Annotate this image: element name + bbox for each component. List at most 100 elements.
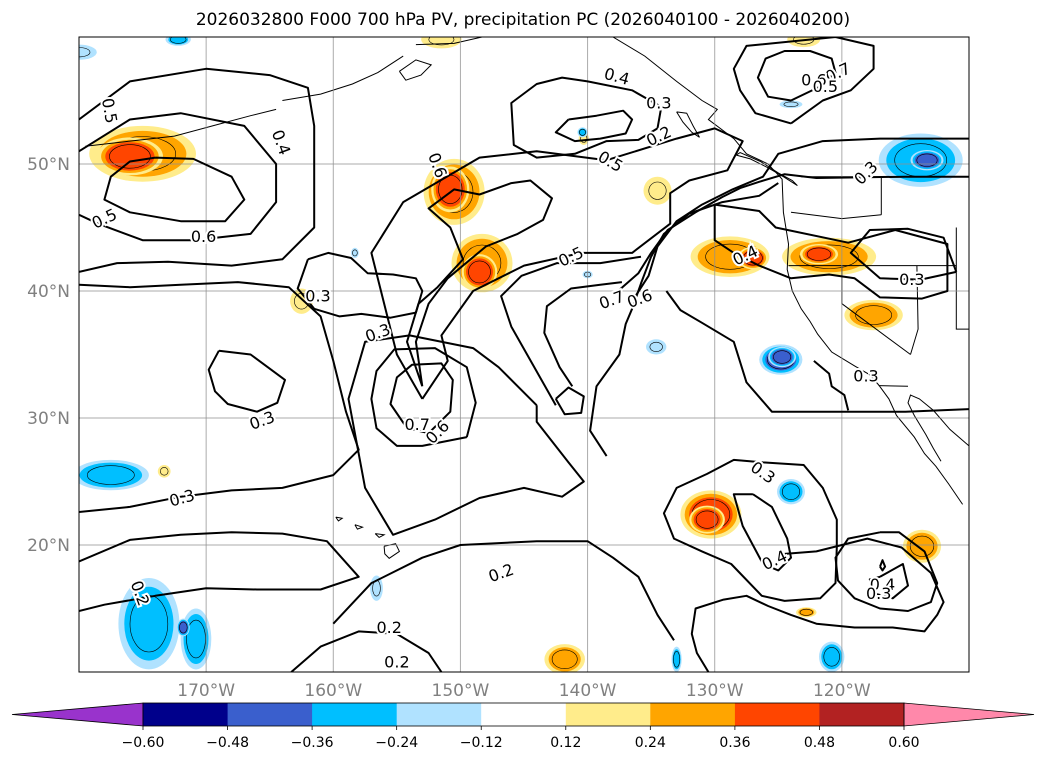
precip-outline — [799, 244, 859, 269]
precip-band — [771, 349, 793, 365]
precip-band — [157, 465, 171, 478]
colorbar-label: 0.12 — [550, 735, 581, 751]
pv-contour — [79, 281, 360, 513]
precip-band — [79, 462, 143, 488]
coastline-layer — [85, 37, 969, 559]
colorbar-outline — [142, 702, 905, 727]
precip-blob — [157, 465, 171, 478]
colorbar-segment — [227, 703, 313, 726]
precip-outline — [673, 651, 681, 668]
pv-contour — [617, 173, 969, 292]
colorbar-label: −0.24 — [375, 735, 418, 751]
colorbar: −0.60 −0.48 −0.36 −0.24 −0.12 0.12 0.24 0.36 0.4… — [11, 702, 1035, 751]
precip-outline — [109, 144, 151, 169]
colorbar-segment — [143, 703, 229, 726]
kodiak-island — [398, 59, 433, 81]
state-border-6 — [955, 227, 969, 330]
precip-band — [672, 649, 681, 670]
colorbar-label: 0.60 — [888, 735, 919, 751]
chart-title: 2026032800 F000 700 hPa PV, precipitatio… — [196, 10, 850, 30]
precip-blob — [96, 137, 163, 176]
pv-contour — [834, 531, 939, 612]
precip-blob — [180, 608, 212, 670]
precip-outline — [160, 467, 169, 476]
precip-band — [646, 339, 667, 355]
precip-outline — [806, 247, 832, 261]
pv-contour — [290, 630, 443, 672]
precip-outline — [86, 465, 135, 485]
lon-tick-label: 150°W — [432, 681, 490, 701]
precip-outline — [783, 101, 799, 108]
precip-band — [643, 176, 672, 205]
axis-tick-layer: 20°N 30°N 40°N 50°N 170°W 160°W 150°W 140°W 130°… — [27, 155, 871, 701]
precip-blob — [643, 176, 672, 205]
precip-band — [906, 532, 938, 560]
precip-band — [914, 152, 940, 168]
precip-blob — [779, 100, 803, 109]
pv-contour — [662, 458, 838, 602]
precip-band — [693, 508, 721, 531]
precip-outline — [79, 47, 91, 58]
contour-label: 0.3 — [866, 584, 891, 603]
precip-band — [124, 586, 174, 661]
precip-outline — [781, 483, 800, 500]
contour-label: 0.6 — [801, 71, 826, 90]
pv-contour — [332, 540, 675, 641]
colorbar-label: −0.12 — [460, 735, 503, 751]
contour-label: 0.4 — [870, 575, 895, 594]
lat-tick-label: 50°N — [27, 155, 70, 175]
precip-outline — [578, 128, 586, 136]
precip-outline — [186, 619, 206, 659]
precip-band — [105, 142, 155, 171]
alaska-peninsula — [282, 55, 404, 101]
aleutian-islands — [85, 108, 277, 147]
precip-outline — [468, 260, 491, 284]
precip-band — [183, 614, 209, 664]
contour-label: 0.3 — [305, 287, 330, 306]
precip-outline — [909, 535, 935, 557]
pv-contour — [732, 37, 875, 125]
precip-blob — [799, 244, 839, 265]
pv-contour — [79, 112, 278, 242]
contour-label: 0.7 — [404, 415, 429, 434]
pv-contour — [589, 182, 779, 457]
precip-band — [741, 249, 765, 267]
precip-outline — [428, 37, 455, 46]
precip-blob — [79, 459, 149, 491]
precip-band — [578, 128, 587, 137]
precip-blob — [819, 641, 845, 672]
colorbar-label: 0.36 — [719, 735, 750, 751]
precip-blob — [689, 505, 725, 534]
gulf-of-california-coast — [907, 394, 969, 462]
precip-outline — [773, 350, 792, 364]
pv-contour — [690, 537, 945, 672]
precip-blob — [351, 247, 359, 258]
oahu — [354, 524, 365, 530]
precip-blob — [79, 44, 97, 60]
colorbar-label: −0.60 — [122, 735, 165, 751]
precip-blob — [577, 127, 588, 138]
pv-contour — [813, 360, 850, 411]
colorbar-segment — [650, 703, 736, 726]
pv-contour — [849, 227, 958, 281]
vancouver-island — [736, 152, 798, 187]
colorbar-segment — [734, 703, 820, 726]
map-frame — [78, 36, 970, 673]
precip-outline — [823, 647, 840, 667]
precip-outline — [916, 153, 938, 167]
precip-outline — [695, 510, 719, 529]
contour-label: 0.3 — [899, 270, 924, 289]
pv-contour — [296, 251, 424, 319]
precip-blob — [176, 618, 190, 637]
colorbar-extend-low — [11, 702, 144, 727]
precip-outline — [649, 341, 663, 352]
pv-contour — [347, 334, 585, 536]
pv-contour — [756, 50, 837, 102]
pv-contour — [665, 290, 969, 413]
pv-contour — [370, 127, 744, 400]
north-america-coast — [612, 37, 964, 505]
contour-label: 0.5 — [813, 77, 838, 96]
pv-contour — [370, 347, 477, 447]
